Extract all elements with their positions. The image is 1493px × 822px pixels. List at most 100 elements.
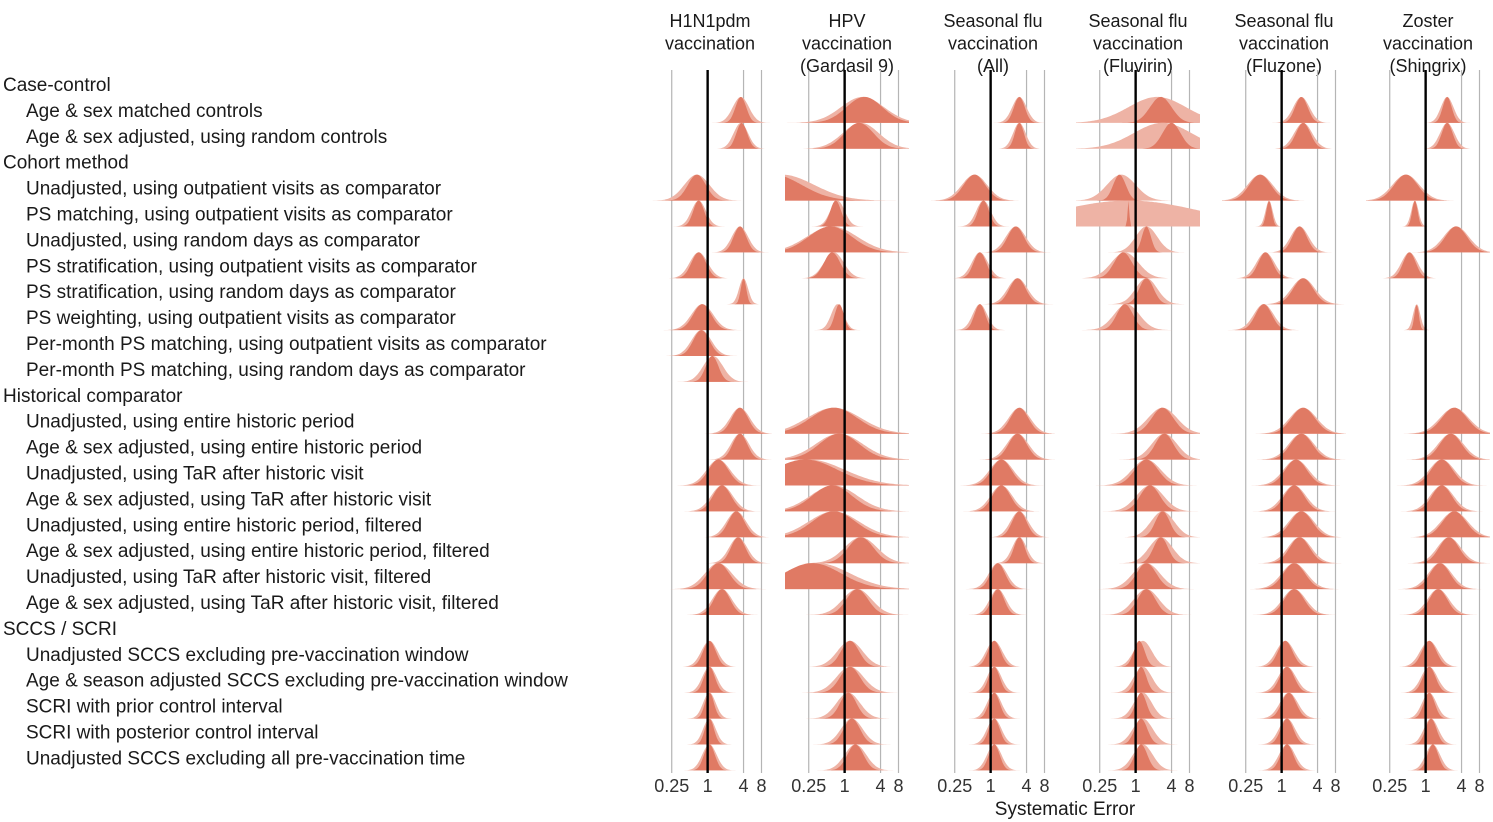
distribution-dark xyxy=(1222,589,1346,615)
distribution-light xyxy=(1076,485,1200,512)
distribution-dark xyxy=(1076,666,1200,693)
distribution-dark xyxy=(1366,511,1490,538)
distribution-dark xyxy=(931,640,1055,667)
distribution-dark xyxy=(1366,96,1490,123)
row-label: Age & sex adjusted, using TaR after hist… xyxy=(26,593,499,614)
row-label: SCRI with posterior control interval xyxy=(26,723,319,744)
row-label: Per-month PS matching, using random days… xyxy=(26,360,526,381)
distribution-light xyxy=(648,97,772,123)
distribution-light xyxy=(931,511,1055,538)
row-label: PS stratification, using outpatient visi… xyxy=(26,256,478,277)
x-tick-label: 0.25 xyxy=(1372,776,1407,796)
panel: Seasonal flu vaccination (Fluzone) 0.25 1 4 8 xyxy=(1222,11,1346,796)
x-tick-label: 1 xyxy=(703,776,713,796)
distribution-dark xyxy=(1366,640,1490,667)
distribution-dark xyxy=(785,744,909,771)
distribution-dark xyxy=(931,666,1055,693)
distribution-dark xyxy=(1222,407,1346,434)
distribution-light xyxy=(1076,304,1200,331)
distribution-light xyxy=(1222,226,1346,253)
x-tick-label: 1 xyxy=(1421,776,1431,796)
x-tick-label: 4 xyxy=(1167,776,1177,796)
distribution-dark xyxy=(648,692,772,719)
panel: Zoster vaccination (Shingrix) 0.25 1 4 8 xyxy=(1366,11,1490,796)
panel-title: H1N1pdm vaccination xyxy=(665,11,755,54)
distribution-dark xyxy=(1222,744,1346,771)
distribution-dark xyxy=(648,433,772,460)
distribution-dark xyxy=(1366,201,1490,227)
row-label: Unadjusted SCCS excluding all pre-vaccin… xyxy=(26,748,465,769)
distribution-light xyxy=(1366,252,1490,279)
distribution-dark xyxy=(1076,589,1200,615)
distribution-dark xyxy=(1366,718,1490,745)
x-tick-label: 8 xyxy=(756,776,766,796)
x-tick-label: 0.25 xyxy=(791,776,826,796)
distribution-light xyxy=(1222,97,1346,123)
distribution-dark xyxy=(931,744,1055,771)
x-tick-label: 4 xyxy=(876,776,886,796)
x-tick-label: 0.25 xyxy=(937,776,972,796)
distribution-dark xyxy=(1076,692,1200,719)
distribution-dark xyxy=(1076,640,1200,667)
distribution-dark xyxy=(1366,537,1490,564)
distribution-light xyxy=(1076,537,1200,564)
distribution-light xyxy=(648,122,772,149)
row-label: Unadjusted, using TaR after historic vis… xyxy=(26,464,364,485)
distribution-dark xyxy=(1366,407,1490,434)
distribution-dark xyxy=(785,252,909,279)
distribution-dark xyxy=(785,718,909,745)
distribution-dark xyxy=(1222,692,1346,719)
distribution-dark xyxy=(1076,537,1200,564)
distribution-dark xyxy=(1366,589,1490,615)
distribution-dark xyxy=(931,511,1055,538)
distribution-dark xyxy=(1366,433,1490,460)
distribution-dark xyxy=(931,537,1055,564)
distribution-dark xyxy=(648,744,772,771)
distribution-light xyxy=(1222,200,1346,227)
distribution-light xyxy=(648,537,772,564)
distribution-dark xyxy=(648,97,772,123)
row-group-header: Cohort method xyxy=(3,153,129,174)
panel-title: Zoster vaccination (Shingrix) xyxy=(1383,11,1473,76)
row-group-header: Historical comparator xyxy=(3,386,183,407)
distribution-light xyxy=(1222,304,1346,331)
distribution-dark xyxy=(1366,666,1490,693)
distribution-dark xyxy=(1222,122,1346,149)
distribution-light xyxy=(785,252,909,279)
panel: Seasonal flu vaccination (All) 0.25 1 4 8 xyxy=(931,11,1055,796)
row-label: Age & sex matched controls xyxy=(26,101,263,122)
row-label: Age & sex adjusted, using random control… xyxy=(26,127,387,148)
distribution-dark xyxy=(1076,459,1200,486)
panel-title: Seasonal flu vaccination (Fluzone) xyxy=(1234,11,1333,76)
distribution-dark xyxy=(785,589,909,615)
distribution-dark xyxy=(1222,200,1346,227)
distribution-dark xyxy=(648,589,772,615)
x-tick-label: 4 xyxy=(1022,776,1032,796)
distribution-light xyxy=(931,304,1055,331)
distribution-dark xyxy=(1366,304,1490,331)
x-tick-label: 1 xyxy=(986,776,996,796)
distribution-dark xyxy=(1222,278,1346,305)
panel-title: HPV vaccination (Gardasil 9) xyxy=(800,11,894,76)
distribution-light xyxy=(1076,226,1200,253)
distribution-light xyxy=(1076,200,1200,227)
panel: H1N1pdm vaccination 0.25 1 4 8 xyxy=(648,11,772,796)
distribution-dark xyxy=(931,200,1055,227)
distribution-dark xyxy=(1076,122,1200,149)
x-tick-label: 8 xyxy=(1039,776,1049,796)
distribution-light xyxy=(1076,252,1200,279)
distribution-dark xyxy=(648,511,772,538)
x-tick-label: 4 xyxy=(1457,776,1467,796)
row-group-header: Case-control xyxy=(3,75,111,96)
distribution-dark xyxy=(1222,485,1346,512)
distribution-dark xyxy=(1366,459,1490,486)
distribution-dark xyxy=(1076,304,1200,331)
distribution-dark xyxy=(648,485,772,512)
distribution-light xyxy=(1222,122,1346,149)
distribution-light xyxy=(1366,537,1490,564)
distribution-light xyxy=(648,200,772,227)
distribution-dark xyxy=(931,718,1055,745)
distribution-dark xyxy=(1076,433,1200,460)
distribution-dark xyxy=(1366,122,1490,149)
distribution-dark xyxy=(1222,459,1346,486)
